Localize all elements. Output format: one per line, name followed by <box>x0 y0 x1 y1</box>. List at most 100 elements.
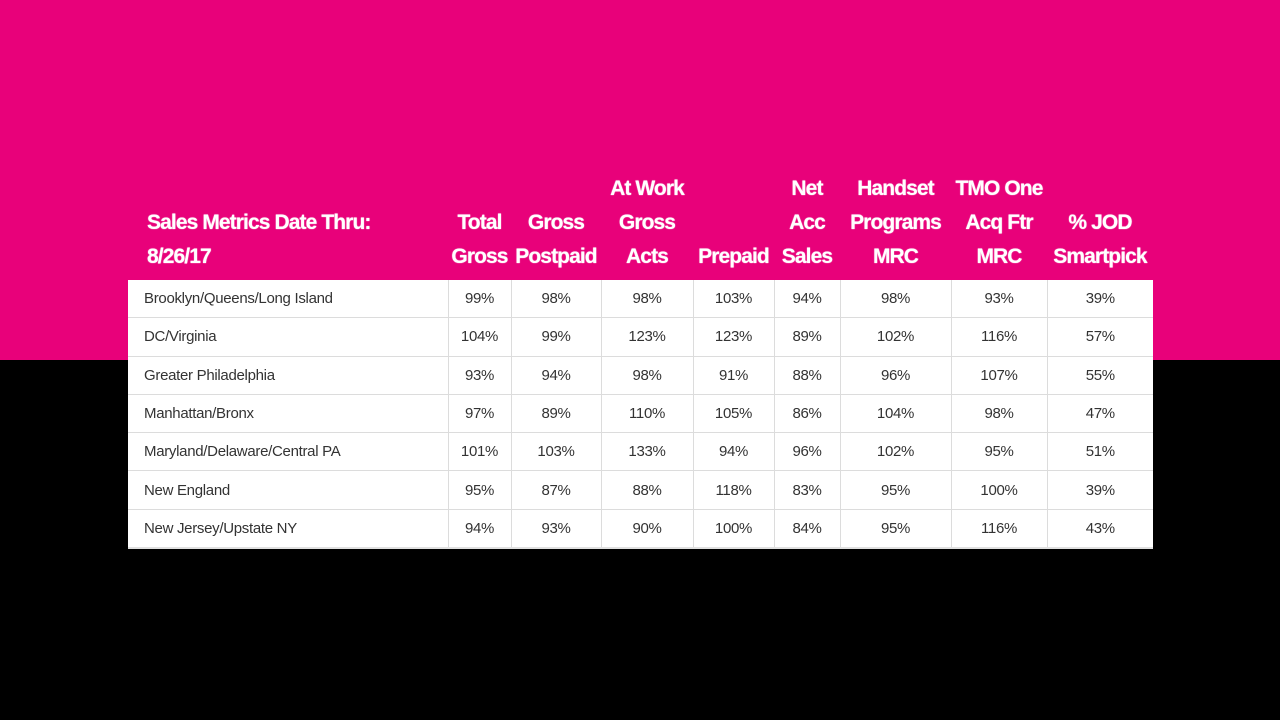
header-line: % JOD <box>1068 211 1132 234</box>
header-line: MRC <box>872 245 919 268</box>
table-row: Manhattan/Bronx 97% 89% 110% 105% 86% 104% 98% 4… <box>128 393 1153 434</box>
metric-cell: 90% <box>600 508 694 550</box>
metric-cell: 96% <box>839 355 952 395</box>
header-line: Smartpick <box>1053 245 1147 268</box>
metric-cell: 100% <box>692 508 775 550</box>
metric-cell: 104% <box>447 317 512 357</box>
metric-cell: 98% <box>600 280 694 319</box>
metric-cell: 123% <box>600 317 694 357</box>
metric-cell: 95% <box>950 432 1048 472</box>
table-row: Maryland/Delaware/Central PA 101% 103% 133%… <box>128 432 1153 472</box>
metric-cell: 98% <box>839 280 952 319</box>
header-line: Prepaid <box>698 245 770 268</box>
metric-cell: 99% <box>510 317 602 357</box>
column-header-tmo-one-acq-ftr-mrc: TMO One Acq Ftr MRC <box>951 172 1047 274</box>
metric-cell: 102% <box>839 432 952 472</box>
metric-cell: 102% <box>839 317 952 357</box>
column-header-jod-smartpick: % JOD Smartpick <box>1047 206 1153 274</box>
metric-cell: 110% <box>600 393 694 434</box>
table-row: Greater Philadelphia 93% 94% 98% 91% 88% 96% 10… <box>128 355 1153 395</box>
metric-cell: 93% <box>447 355 512 395</box>
metric-cell: 94% <box>510 355 602 395</box>
sales-metrics-table: Brooklyn/Queens/Long Island 99% 98% 98% 103%… <box>128 280 1153 550</box>
column-header-total-gross: Total Gross <box>448 206 511 274</box>
metric-cell: 91% <box>692 355 775 395</box>
column-header-gross-postpaid: Gross Postpaid <box>511 206 601 274</box>
metric-cell: 93% <box>510 508 602 550</box>
metric-cell: 86% <box>773 393 841 434</box>
metric-cell: 118% <box>692 470 775 510</box>
metric-cell: 95% <box>839 470 952 510</box>
column-header-handset-programs-mrc: Handset Programs MRC <box>840 172 951 274</box>
table-row: New Jersey/Upstate NY 94% 93% 90% 100% 84% 95%… <box>128 508 1153 550</box>
metric-cell: 39% <box>1046 470 1153 510</box>
metric-cell: 107% <box>950 355 1048 395</box>
table-header: Sales Metrics Date Thru: 8/26/17 Total G… <box>128 170 1153 280</box>
metric-cell: 55% <box>1046 355 1153 395</box>
region-cell: Manhattan/Bronx <box>128 393 449 434</box>
metric-cell: 51% <box>1046 432 1153 472</box>
region-cell: New England <box>128 470 449 510</box>
metric-cell: 93% <box>950 280 1048 319</box>
metric-cell: 98% <box>510 280 602 319</box>
metric-cell: 116% <box>950 508 1048 550</box>
metric-cell: 116% <box>950 317 1048 357</box>
header-line: Total <box>457 211 502 234</box>
metric-cell: 89% <box>773 317 841 357</box>
header-line: Gross <box>451 245 508 268</box>
metric-cell: 103% <box>510 432 602 472</box>
table-row: New England 95% 87% 88% 118% 83% 95% 100% 39% <box>128 470 1153 510</box>
header-line: Gross <box>527 211 585 234</box>
metric-cell: 43% <box>1046 508 1153 550</box>
header-line: Acts <box>626 245 669 268</box>
metric-cell: 98% <box>950 393 1048 434</box>
metric-cell: 104% <box>839 393 952 434</box>
column-header-at-work-gross-acts: At Work Gross Acts <box>601 172 693 274</box>
metric-cell: 95% <box>839 508 952 550</box>
metric-cell: 84% <box>773 508 841 550</box>
header-line: Gross <box>618 211 676 234</box>
metric-cell: 94% <box>447 508 512 550</box>
metric-cell: 100% <box>950 470 1048 510</box>
metric-cell: 94% <box>692 432 775 472</box>
table-row: Brooklyn/Queens/Long Island 99% 98% 98% 103%… <box>128 280 1153 319</box>
title-line: Sales Metrics Date Thru: <box>147 211 371 234</box>
header-line: At Work <box>610 177 685 200</box>
region-cell: Maryland/Delaware/Central PA <box>128 432 449 472</box>
metric-cell: 87% <box>510 470 602 510</box>
header-line: Handset <box>857 177 934 200</box>
metric-cell: 105% <box>692 393 775 434</box>
header-line: TMO One <box>955 177 1043 200</box>
metric-cell: 94% <box>773 280 841 319</box>
region-cell: New Jersey/Upstate NY <box>128 508 449 550</box>
metric-cell: 99% <box>447 280 512 319</box>
metric-cell: 88% <box>600 470 694 510</box>
metric-cell: 89% <box>510 393 602 434</box>
region-cell: Brooklyn/Queens/Long Island <box>128 280 449 319</box>
header-line: MRC <box>976 245 1022 268</box>
header-line: Programs <box>850 211 942 234</box>
metric-cell: 96% <box>773 432 841 472</box>
metric-cell: 47% <box>1046 393 1153 434</box>
metric-cell: 39% <box>1046 280 1153 319</box>
table-body: Brooklyn/Queens/Long Island 99% 98% 98% 103%… <box>128 280 1153 550</box>
header-line: Net <box>791 177 823 200</box>
metric-cell: 97% <box>447 393 512 434</box>
title-date: 8/26/17 <box>147 245 212 268</box>
region-cell: DC/Virginia <box>128 317 449 357</box>
region-cell: Greater Philadelphia <box>128 355 449 395</box>
table-row: DC/Virginia 104% 99% 123% 123% 89% 102% 116% 57% <box>128 317 1153 357</box>
metric-cell: 123% <box>692 317 775 357</box>
header-line: Acq Ftr <box>965 211 1033 234</box>
table-title: Sales Metrics Date Thru: 8/26/17 <box>147 206 371 274</box>
metric-cell: 103% <box>692 280 775 319</box>
metric-cell: 95% <box>447 470 512 510</box>
metric-cell: 101% <box>447 432 512 472</box>
header-line: Postpaid <box>515 245 597 268</box>
column-header-net-acc-sales: Net Acc Sales <box>774 172 840 274</box>
metric-cell: 57% <box>1046 317 1153 357</box>
header-line: Sales <box>781 245 833 268</box>
metric-cell: 133% <box>600 432 694 472</box>
header-line: Acc <box>789 211 826 234</box>
metric-cell: 98% <box>600 355 694 395</box>
